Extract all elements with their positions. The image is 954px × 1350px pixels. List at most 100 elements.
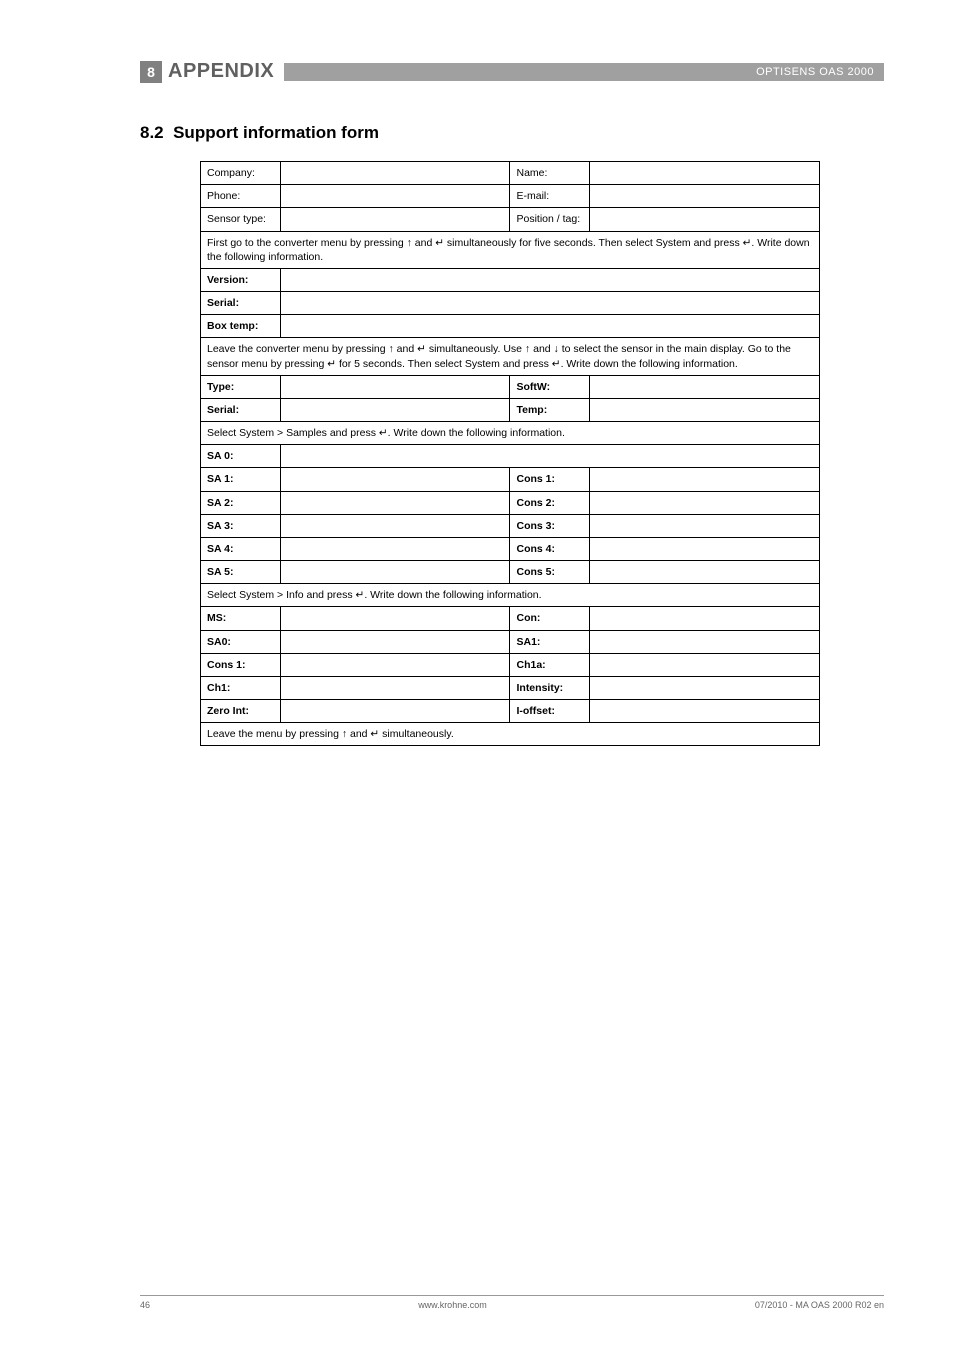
value-temp [590,398,820,421]
value-sa5 [280,561,510,584]
label-i-offset: I-offset: [510,700,590,723]
value-sa1b [590,630,820,653]
value-sa1 [280,468,510,491]
value-name [590,162,820,185]
label-cons1: Cons 1: [510,468,590,491]
instruction-1: First go to the converter menu by pressi… [201,231,820,268]
label-ms: MS: [201,607,281,630]
value-type [280,375,510,398]
value-cons5 [590,561,820,584]
section-title: APPENDIX [168,60,274,83]
value-version [280,268,819,291]
label-temp: Temp: [510,398,590,421]
instruction-4: Select System > Info and press ↵. Write … [201,584,820,607]
value-con [590,607,820,630]
footer-doc: 07/2010 - MA OAS 2000 R02 en [755,1300,884,1310]
value-position-tag [590,208,820,231]
table-row: Leave the converter menu by pressing ↑ a… [201,338,820,375]
table-row: MS: Con: [201,607,820,630]
table-row: Serial: [201,292,820,315]
label-sa2: SA 2: [201,491,281,514]
table-row: SA 2: Cons 2: [201,491,820,514]
label-box-temp: Box temp: [201,315,281,338]
table-row: Cons 1: Ch1a: [201,653,820,676]
label-cons2: Cons 2: [510,491,590,514]
value-sa2 [280,491,510,514]
label-company: Company: [201,162,281,185]
footer-site: www.krohne.com [418,1300,487,1310]
value-sa4 [280,537,510,560]
label-softw: SoftW: [510,375,590,398]
table-row: SA 1: Cons 1: [201,468,820,491]
value-serial2 [280,398,510,421]
label-cons4: Cons 4: [510,537,590,560]
table-row: Zero Int: I-offset: [201,700,820,723]
support-form-table: Company: Name: Phone: E-mail: Sensor typ… [200,161,820,746]
label-con: Con: [510,607,590,630]
header-bar: OPTISENS OAS 2000 [284,63,884,81]
value-sensor-type [280,208,510,231]
value-cons2 [590,491,820,514]
subsection-number: 8.2 [140,123,164,142]
label-sa0b: SA0: [201,630,281,653]
label-sa0: SA 0: [201,445,281,468]
table-row: Sensor type: Position / tag: [201,208,820,231]
value-serial1 [280,292,819,315]
value-sa0b [280,630,510,653]
label-phone: Phone: [201,185,281,208]
label-position-tag: Position / tag: [510,208,590,231]
page-footer: 46 www.krohne.com 07/2010 - MA OAS 2000 … [140,1295,884,1310]
value-cons1b [280,653,510,676]
label-version: Version: [201,268,281,291]
table-row: Version: [201,268,820,291]
value-softw [590,375,820,398]
label-email: E-mail: [510,185,590,208]
table-row: Leave the menu by pressing ↑ and ↵ simul… [201,723,820,746]
label-cons1b: Cons 1: [201,653,281,676]
value-zero-int [280,700,510,723]
product-name: OPTISENS OAS 2000 [756,66,874,78]
value-company [280,162,510,185]
label-cons3: Cons 3: [510,514,590,537]
label-serial2: Serial: [201,398,281,421]
instruction-5: Leave the menu by pressing ↑ and ↵ simul… [201,723,820,746]
label-type: Type: [201,375,281,398]
value-ms [280,607,510,630]
label-sa3: SA 3: [201,514,281,537]
label-sensor-type: Sensor type: [201,208,281,231]
label-sa4: SA 4: [201,537,281,560]
table-row: Select System > Info and press ↵. Write … [201,584,820,607]
instruction-3: Select System > Samples and press ↵. Wri… [201,422,820,445]
value-cons3 [590,514,820,537]
value-ch1 [280,676,510,699]
label-sa1b: SA1: [510,630,590,653]
value-box-temp [280,315,819,338]
table-row: First go to the converter menu by pressi… [201,231,820,268]
value-i-offset [590,700,820,723]
label-ch1a: Ch1a: [510,653,590,676]
table-row: Type: SoftW: [201,375,820,398]
label-intensity: Intensity: [510,676,590,699]
instruction-2: Leave the converter menu by pressing ↑ a… [201,338,820,375]
table-row: SA 4: Cons 4: [201,537,820,560]
label-sa1: SA 1: [201,468,281,491]
table-row: Serial: Temp: [201,398,820,421]
table-row: Box temp: [201,315,820,338]
value-sa0 [280,445,819,468]
table-row: Ch1: Intensity: [201,676,820,699]
value-cons4 [590,537,820,560]
table-row: Company: Name: [201,162,820,185]
table-row: SA0: SA1: [201,630,820,653]
page-header: 8 APPENDIX OPTISENS OAS 2000 [140,60,884,83]
table-row: SA 0: [201,445,820,468]
section-number-badge: 8 [140,61,162,83]
label-name: Name: [510,162,590,185]
label-serial1: Serial: [201,292,281,315]
table-row: Phone: E-mail: [201,185,820,208]
value-phone [280,185,510,208]
table-row: SA 3: Cons 3: [201,514,820,537]
label-ch1: Ch1: [201,676,281,699]
value-ch1a [590,653,820,676]
label-zero-int: Zero Int: [201,700,281,723]
value-intensity [590,676,820,699]
